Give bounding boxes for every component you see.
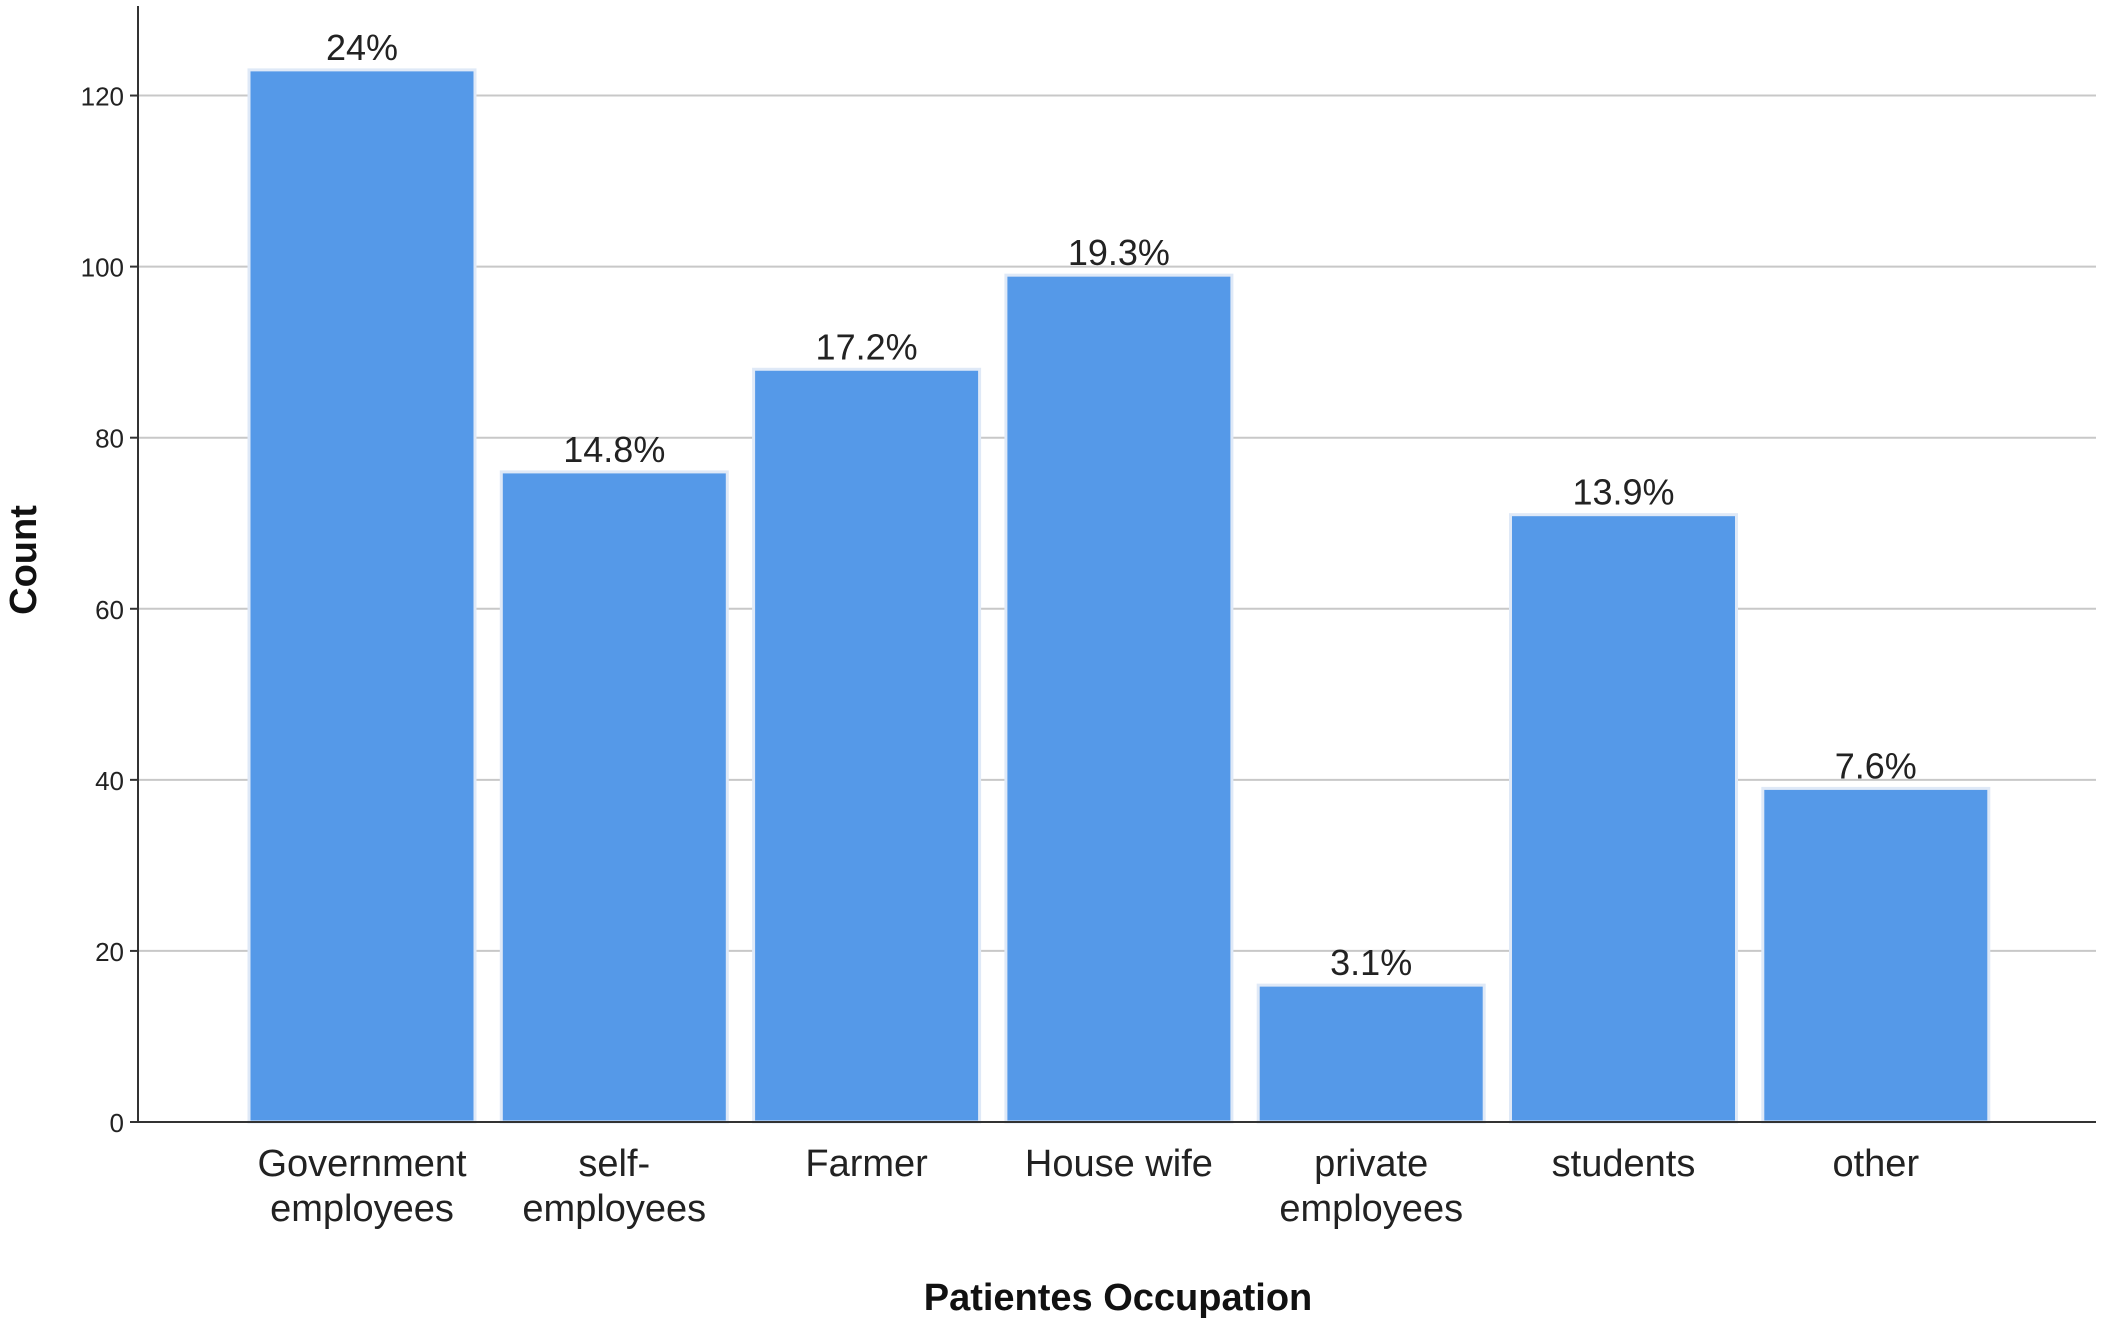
data-label: 3.1% <box>1330 942 1412 983</box>
data-label: 19.3% <box>1068 232 1170 273</box>
x-tick-labels: Government employees self-employees Farmer H… <box>257 1143 1919 1230</box>
y-tick-label: 0 <box>110 1108 124 1138</box>
data-label: 24% <box>326 27 398 68</box>
bar <box>247 68 477 1124</box>
data-label: 14.8% <box>563 429 665 470</box>
bar <box>752 367 982 1124</box>
data-label: 17.2% <box>816 326 918 367</box>
data-label: 13.9% <box>1572 472 1674 513</box>
x-tick-label: other <box>1832 1143 1919 1185</box>
bars <box>247 68 1991 1124</box>
x-axis-title: Patientes Occupation <box>924 1277 1313 1319</box>
bar <box>1761 786 1991 1124</box>
bar <box>1509 513 1738 1124</box>
y-tick-label: 40 <box>95 766 124 796</box>
bar <box>1256 983 1486 1124</box>
axes <box>137 6 2096 1123</box>
y-tick-label: 80 <box>95 424 124 454</box>
x-tick-label: House wife <box>1025 1143 1213 1185</box>
y-tick-label: 100 <box>81 253 124 283</box>
y-axis-title: Count <box>3 505 45 615</box>
y-tick-label: 120 <box>81 82 124 112</box>
x-tick-label: students <box>1552 1143 1696 1185</box>
x-tick-label: Government employees <box>257 1143 467 1230</box>
bar <box>499 470 729 1124</box>
y-tick-label: 20 <box>95 937 124 967</box>
x-tick-label: Farmer <box>805 1143 928 1185</box>
y-tick-labels: 0 20 40 60 80 100 120 <box>81 82 138 1138</box>
data-label: 7.6% <box>1835 745 1917 786</box>
x-tick-label: private employees <box>1279 1143 1463 1230</box>
bar <box>1004 273 1234 1124</box>
data-labels: 24% 14.8% 17.2% 19.3% 3.1% 13.9% 7.6% <box>326 27 1917 983</box>
x-tick-label: self-employees <box>522 1143 706 1230</box>
y-tick-label: 60 <box>95 595 124 625</box>
